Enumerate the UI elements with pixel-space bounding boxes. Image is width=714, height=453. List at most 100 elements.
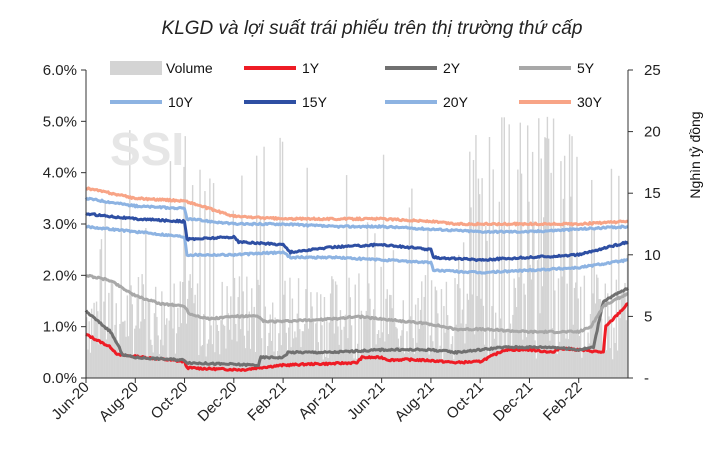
right-axis-label: Nghìn tỷ đồng (687, 111, 703, 198)
volume-bar (236, 341, 238, 378)
series-line-30y (85, 186, 629, 227)
volume-bar (421, 281, 423, 378)
volume-bar (501, 117, 503, 378)
volume-bar (572, 324, 574, 378)
volume-bar (88, 321, 90, 378)
volume-bar (210, 325, 212, 378)
volume-bar (137, 277, 140, 378)
volume-bar (520, 173, 523, 378)
volume-bar (322, 359, 324, 378)
volume-bar (559, 341, 561, 378)
volume-bar (291, 298, 294, 378)
volume-bar (92, 334, 94, 378)
volume-bar (373, 309, 375, 378)
volume-bar (364, 316, 366, 378)
volume-bar (100, 239, 103, 378)
volume-bar (448, 329, 450, 378)
volume-bar (178, 326, 180, 378)
volume-bar (619, 318, 621, 378)
volume-bar (116, 340, 119, 378)
volume-bar (280, 345, 283, 378)
volume-bar (328, 322, 331, 378)
volume-bar (259, 216, 262, 378)
volume-bar (525, 337, 528, 378)
volume-bar (478, 194, 481, 378)
volume-bar (97, 311, 99, 378)
volume-bar (294, 331, 296, 378)
volume-bar (518, 277, 520, 378)
legend-label-20y: 20Y (443, 94, 469, 110)
volume-bar (476, 296, 478, 378)
volume-bar (419, 309, 422, 378)
volume-bar (163, 305, 165, 378)
volume-bar (386, 289, 388, 378)
legend-label-volume: Volume (166, 60, 213, 76)
volume-bar (215, 317, 217, 378)
volume-bar (306, 167, 308, 378)
volume-bar (524, 294, 526, 378)
volume-bar (614, 343, 616, 378)
volume-bar (195, 316, 198, 378)
volume-bar (368, 283, 370, 378)
legend: Volume 1Y 2Y 5Y 10Y 15Y 20Y 30Y (110, 60, 603, 110)
volume-bar (427, 227, 429, 378)
legend-label-5y: 5Y (577, 60, 595, 76)
volume-bar (317, 342, 319, 378)
volume-bar (233, 277, 236, 378)
volume-bar (102, 323, 104, 378)
volume-bar (555, 346, 557, 378)
volume-bar (382, 154, 385, 378)
volume-bar (134, 328, 136, 378)
volume-bar (430, 280, 433, 378)
volume-bar (316, 292, 318, 378)
volume-bar (222, 324, 225, 378)
volume-bar (228, 329, 231, 378)
volume-bar (451, 336, 454, 378)
volume-bar (230, 296, 232, 378)
volume-bar (531, 151, 534, 378)
volume-bar (113, 339, 115, 378)
volume-bar (498, 201, 501, 378)
volume-bar (190, 287, 193, 378)
volume-bar (374, 233, 376, 378)
volume-bar (131, 304, 133, 378)
volume-bar (212, 183, 215, 378)
volume-bar (199, 169, 201, 378)
volume-bar (305, 289, 307, 378)
volume-bar (437, 313, 439, 378)
volume-bar (599, 299, 602, 378)
volume-bar (409, 316, 412, 378)
volume-bar (219, 354, 221, 378)
volume-bar (226, 286, 228, 378)
volume-bar (283, 294, 285, 378)
volume-bar (146, 357, 148, 378)
volume-bar (546, 116, 549, 379)
volume-bar (623, 290, 625, 378)
volume-bar (169, 161, 172, 378)
volume-bar (557, 278, 560, 378)
volume-bar (485, 226, 487, 378)
volume-bar (162, 345, 164, 378)
volume-bar (344, 314, 347, 378)
x-tick-label: Dec-20 (194, 379, 240, 425)
volume-bar (487, 358, 489, 378)
y-right-tick-label: 10 (644, 247, 661, 264)
volume-bar (584, 350, 587, 378)
volume-bar (529, 264, 531, 378)
volume-bar (528, 201, 530, 378)
x-tick-label: Oct-21 (443, 379, 487, 423)
volume-bar (326, 321, 328, 378)
y-right-tick-label: 25 (644, 62, 661, 79)
volume-bar (129, 130, 131, 378)
volume-bar (445, 281, 448, 378)
volume-bar (156, 316, 158, 378)
volume-bar (624, 282, 626, 378)
volume-bar (493, 338, 496, 378)
volume-bar (111, 283, 114, 378)
volume-bar (603, 343, 605, 378)
volume-bar (467, 299, 470, 378)
volume-bar (423, 296, 425, 378)
volume-bar (264, 306, 267, 378)
volume-bar (167, 358, 169, 378)
volume-bar (549, 340, 551, 378)
